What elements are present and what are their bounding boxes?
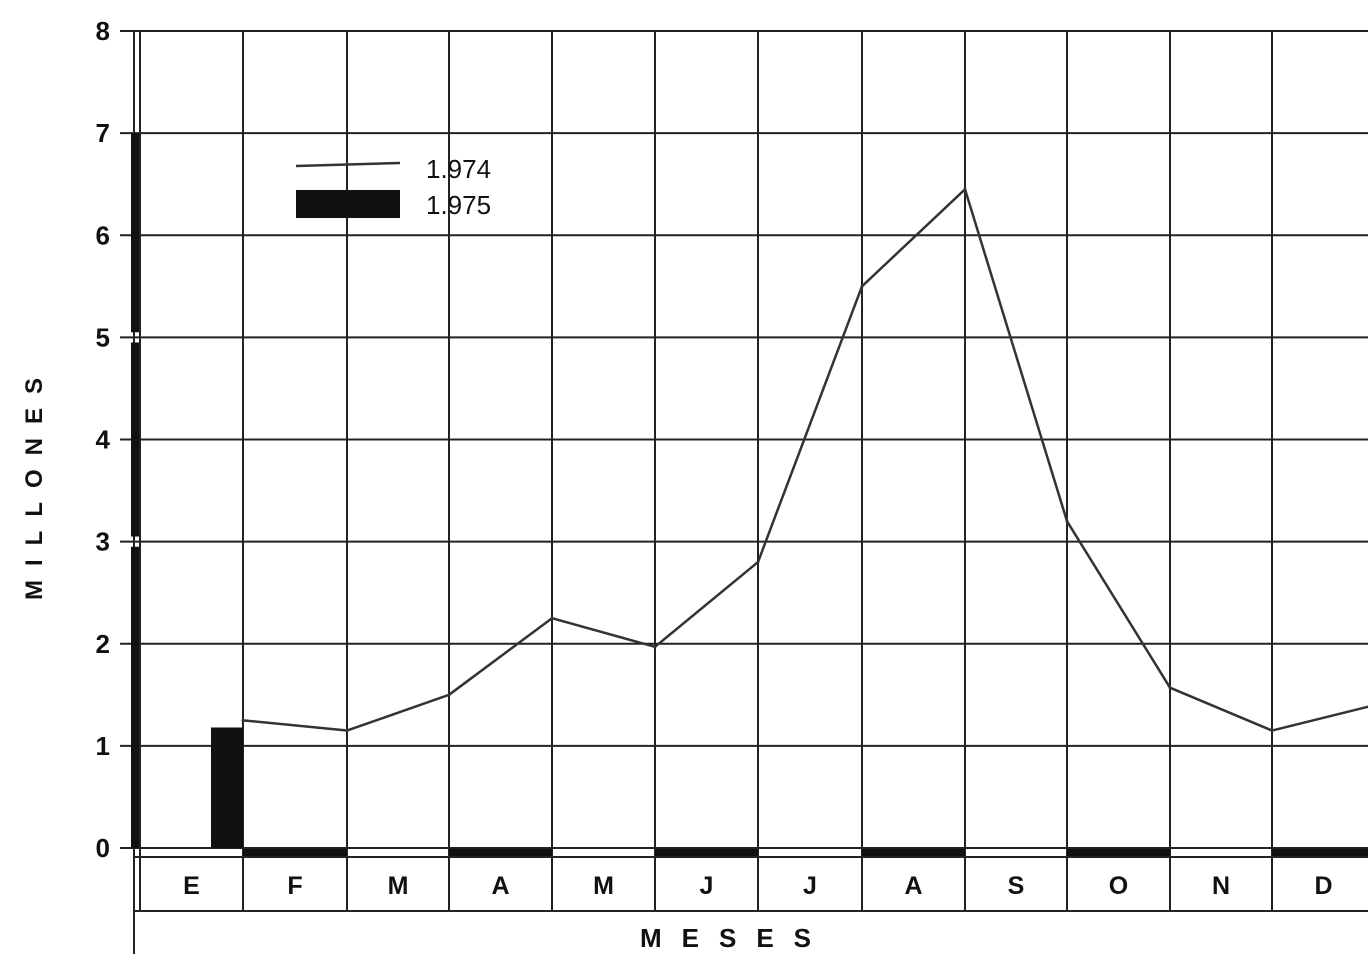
legend-bar-swatch <box>296 190 400 218</box>
legend-label-1974: 1.974 <box>426 154 491 184</box>
data-point-1974 <box>756 560 760 564</box>
data-point-1974 <box>1065 519 1069 523</box>
data-point-1974 <box>447 693 451 697</box>
line-1974 <box>241 187 1368 733</box>
axis-thick-segment <box>131 133 139 333</box>
data-point-1974 <box>345 729 349 733</box>
month-label: M <box>388 872 409 900</box>
y-tick-label: 3 <box>96 527 110 557</box>
baseline-thick-segment <box>655 849 758 856</box>
data-point-1974 <box>550 616 554 620</box>
month-label: A <box>904 872 922 900</box>
month-label: M <box>593 872 614 900</box>
data-point-1974 <box>241 718 245 722</box>
month-label: D <box>1314 872 1332 900</box>
legend-line-swatch <box>295 161 401 168</box>
legend: 1.974 1.975 <box>295 154 491 220</box>
month-label: J <box>700 872 714 900</box>
y-axis-ticks: 0 1 2 3 4 5 6 7 8 <box>96 16 111 863</box>
data-point-1974 <box>860 284 864 288</box>
y-axis-label: MILLONES <box>21 364 48 600</box>
y-tick-label: 6 <box>96 220 110 250</box>
baseline-thick-segment <box>862 849 965 856</box>
month-label: E <box>183 872 200 900</box>
y-tick-label: 5 <box>96 322 110 352</box>
month-label: N <box>1212 872 1230 900</box>
axis-thick-segment <box>131 342 139 537</box>
x-axis-label: MESES <box>640 923 831 953</box>
legend-label-1975: 1.975 <box>426 190 491 220</box>
month-label: J <box>803 872 817 900</box>
y-tick-label: 0 <box>96 833 110 863</box>
month-label: S <box>1008 872 1025 900</box>
series-line-1974 <box>242 188 1368 732</box>
baseline-thick-segment <box>1272 849 1368 856</box>
month-label: O <box>1109 872 1128 900</box>
month-label: A <box>491 872 509 900</box>
axis-thick-segment <box>131 546 139 848</box>
data-point-1974 <box>963 187 967 191</box>
y-tick-label: 4 <box>96 425 111 455</box>
y-tick-label: 8 <box>96 16 110 46</box>
baseline-thick-segment <box>243 849 347 856</box>
baseline-thick-segment <box>449 849 552 856</box>
data-point-1974 <box>1270 729 1274 733</box>
baseline-thick-segment <box>1067 849 1170 856</box>
data-point-1974 <box>1168 686 1172 690</box>
grid <box>120 30 1368 954</box>
data-point-1974 <box>653 645 657 649</box>
y-tick-label: 2 <box>96 629 110 659</box>
y-tick-label: 1 <box>96 731 110 761</box>
month-label: F <box>287 872 302 900</box>
y-tick-label: 7 <box>96 118 110 148</box>
bars-1975 <box>211 727 243 848</box>
bar-1975 <box>211 727 243 848</box>
